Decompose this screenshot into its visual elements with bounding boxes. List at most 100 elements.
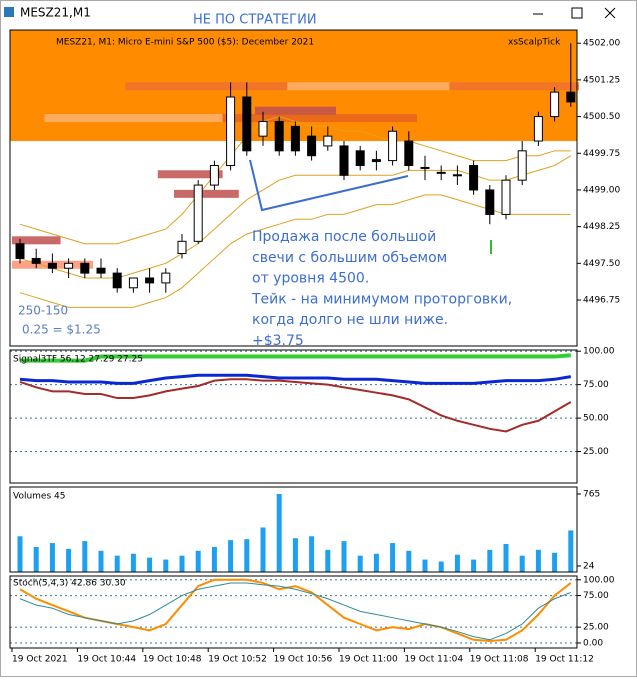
candle-body bbox=[290, 125, 300, 152]
side-note: 0.25 = $1.25 bbox=[22, 323, 101, 337]
candle-body bbox=[15, 243, 25, 259]
y-tick-label: 25.00 bbox=[583, 623, 609, 633]
volume-bar bbox=[147, 557, 153, 572]
pointer-arrow bbox=[249, 159, 409, 212]
candle-body bbox=[80, 262, 90, 274]
panel-frame bbox=[9, 29, 578, 347]
volume-bar bbox=[454, 554, 460, 572]
y-tick-label: 50.00 bbox=[583, 414, 609, 424]
volume-bar bbox=[438, 561, 444, 572]
candle-body bbox=[226, 96, 236, 166]
x-tick-label: 19 Oct 11:04 bbox=[404, 655, 463, 665]
volume-bar bbox=[260, 527, 266, 572]
candle-body bbox=[64, 262, 74, 269]
candle-body bbox=[533, 116, 543, 142]
volume-bar bbox=[195, 550, 201, 572]
volume-bar bbox=[211, 546, 217, 572]
candle-body bbox=[161, 272, 171, 284]
level bbox=[157, 170, 223, 179]
candle-body bbox=[517, 150, 527, 181]
candle-body bbox=[145, 277, 155, 284]
volume-bar bbox=[309, 536, 315, 572]
volume-bar bbox=[373, 553, 379, 572]
y-tick-label: 75.00 bbox=[583, 591, 609, 601]
volume-bar bbox=[503, 544, 509, 572]
volume-bar bbox=[17, 536, 23, 572]
candle-body bbox=[436, 171, 446, 174]
y-tick-label: 765 bbox=[583, 489, 600, 499]
candle-body bbox=[566, 91, 576, 103]
stoch-line bbox=[19, 582, 571, 641]
band-line bbox=[19, 194, 571, 308]
candle-body bbox=[388, 130, 398, 162]
candle-body bbox=[112, 272, 122, 289]
candle-body bbox=[209, 164, 219, 186]
x-tick-label: 19 Oct 11:12 bbox=[535, 655, 594, 665]
y-tick-label: 4502.00 bbox=[583, 39, 620, 49]
panel-header: Signal3TF 56.12 27.29 27.25 bbox=[13, 355, 143, 365]
level bbox=[222, 114, 417, 123]
y-tick-label: 0.00 bbox=[583, 638, 603, 648]
volume-bar bbox=[341, 541, 347, 572]
panel-header: Volumes 45 bbox=[13, 492, 65, 502]
candle-body bbox=[469, 164, 479, 191]
panel-frame bbox=[9, 575, 578, 649]
x-tick-label: 19 Oct 2021 bbox=[12, 655, 68, 665]
signal-line bbox=[19, 378, 572, 433]
volume-bar bbox=[33, 546, 39, 572]
candle-body bbox=[404, 140, 414, 166]
candle-body bbox=[452, 174, 462, 177]
y-tick-label: 4499.75 bbox=[583, 149, 620, 159]
y-tick-label: 4498.25 bbox=[583, 222, 620, 232]
candle-body bbox=[177, 240, 187, 255]
candle-body bbox=[274, 120, 284, 152]
y-tick-label: 25.00 bbox=[583, 447, 609, 457]
close-button[interactable] bbox=[604, 7, 616, 19]
signal-line bbox=[19, 373, 572, 385]
volume-bar bbox=[179, 555, 185, 572]
volume-bar bbox=[163, 559, 169, 572]
band-line bbox=[19, 155, 572, 279]
maximize-button[interactable] bbox=[571, 7, 583, 19]
volume-bar bbox=[390, 543, 396, 572]
indicator-name: xsScalpTick bbox=[508, 38, 561, 48]
side-note: 250-150 bbox=[18, 304, 68, 318]
level bbox=[125, 82, 288, 91]
candle-body bbox=[258, 120, 268, 137]
volume-bar bbox=[66, 548, 72, 572]
y-tick-label: 24 bbox=[583, 561, 595, 571]
volume-bar bbox=[487, 549, 493, 572]
volume-bar bbox=[535, 549, 541, 572]
y-tick-label: 100.00 bbox=[583, 347, 615, 357]
annotation-line: Тейк - на минимумом проторговки, bbox=[251, 291, 512, 307]
volume-bar bbox=[228, 540, 234, 572]
annotation-line: +$3.75 bbox=[252, 333, 304, 349]
candle-body bbox=[371, 159, 381, 163]
y-tick-label: 75.00 bbox=[583, 380, 609, 390]
candle-body bbox=[485, 189, 495, 215]
volume-bar bbox=[357, 555, 363, 572]
x-tick-label: 19 Oct 10:48 bbox=[143, 655, 202, 665]
volume-bar bbox=[98, 550, 104, 572]
y-tick-label: 4496.75 bbox=[583, 296, 620, 306]
annotation-line: свечи с большим объемом bbox=[252, 250, 447, 266]
candle-body bbox=[47, 262, 57, 269]
level bbox=[12, 236, 61, 245]
volume-bar bbox=[130, 553, 136, 572]
candle-body bbox=[355, 150, 365, 166]
panel-frame bbox=[9, 349, 578, 484]
candle-body bbox=[96, 267, 106, 274]
candle-body bbox=[323, 135, 333, 147]
volume-bar bbox=[292, 538, 298, 572]
chart-header: MESZ21, M1: Micro E-mini S&P 500 ($5): D… bbox=[56, 38, 314, 48]
candle-body bbox=[420, 166, 430, 169]
x-tick-label: 19 Oct 10:52 bbox=[208, 655, 267, 665]
volume-bar bbox=[325, 549, 331, 572]
volume-bar bbox=[471, 559, 477, 572]
panel-frame bbox=[9, 486, 578, 573]
signal-line bbox=[20, 353, 571, 363]
candle-body bbox=[501, 179, 511, 215]
candle-body bbox=[550, 91, 560, 118]
volume-bar bbox=[82, 541, 88, 572]
